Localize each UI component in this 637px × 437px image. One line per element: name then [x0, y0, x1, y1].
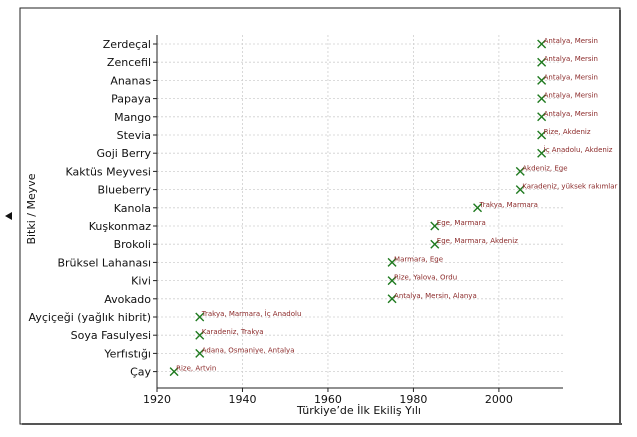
y-tick-label: Yerfıstığı — [103, 347, 151, 360]
data-point: Antalya, Mersin — [537, 55, 598, 67]
point-annotation: Antalya, Mersin — [544, 55, 598, 63]
y-tick-label: Kanola — [114, 202, 151, 215]
x-marker-stroke — [430, 239, 440, 249]
y-tick-label: Ananas — [110, 74, 151, 87]
y-tick-label: Mango — [114, 111, 151, 124]
x-marker-stroke — [515, 185, 525, 195]
x-tick-label: 1980 — [399, 393, 427, 406]
x-marker-stroke — [387, 257, 397, 267]
x-marker-stroke — [473, 203, 483, 213]
outer-border-shadow-right — [619, 10, 621, 425]
y-tick-label: Stevia — [117, 129, 151, 142]
data-point: İç Anadolu, Akdeniz — [537, 145, 613, 158]
y-tick-label: Brüksel Lahanası — [57, 256, 151, 269]
axes-layer: 1920 1940 1960 1980 2000 Zerdeçal Zencefil Anan… — [29, 35, 563, 406]
point-annotation: Antalya, Mersin, Alanya — [394, 292, 477, 300]
point-annotation: Marmara, Ege — [394, 255, 443, 263]
y-tick-label: Kivi — [131, 275, 151, 288]
data-point: Karadeniz, Trakya — [195, 328, 264, 340]
x-marker-stroke — [537, 39, 547, 49]
point-annotation: Antalya, Mersin — [544, 92, 598, 100]
x-marker-stroke — [537, 148, 547, 158]
x-marker-stroke — [537, 75, 547, 85]
x-marker-stroke — [537, 94, 547, 104]
y-tick-label: Ayçiçeği (yağlık hibrit) — [29, 311, 151, 324]
marks-layer: Antalya, Mersin Antalya, Mersin Antalya, M… — [169, 37, 618, 377]
x-tick-label: 2000 — [485, 393, 513, 406]
y-tick-label: Zerdeçal — [103, 38, 151, 51]
point-annotation: Akdeniz, Ege — [522, 164, 567, 172]
x-marker-stroke — [537, 57, 547, 67]
point-annotation: İç Anadolu, Akdeniz — [544, 145, 613, 154]
y-tick-label: Kaktüs Meyvesi — [66, 165, 151, 178]
data-point: Trakya, Marmara, İç Anadolu — [195, 309, 302, 322]
point-annotation: Antalya, Mersin — [544, 73, 598, 81]
x-marker-stroke — [537, 112, 547, 122]
point-annotation: Rize, Akdeniz — [544, 128, 591, 136]
y-tick-label: Kuşkonmaz — [89, 220, 152, 233]
y-tick-label: Soya Fasulyesi — [71, 329, 151, 342]
x-marker-stroke — [387, 276, 397, 286]
point-annotation: Ege, Marmara — [437, 219, 486, 227]
point-annotation: Antalya, Mersin — [544, 37, 598, 45]
x-marker-stroke — [169, 367, 179, 377]
data-point: Rize, Akdeniz — [537, 128, 591, 140]
data-point: Marmara, Ege — [387, 255, 443, 267]
y-tick-label: Zencefil — [107, 56, 151, 69]
data-point: Ege, Marmara, Akdeniz — [430, 237, 518, 249]
point-annotation: Trakya, Marmara — [479, 201, 538, 209]
point-annotation: Karadeniz, Trakya — [202, 328, 264, 336]
data-point: Trakya, Marmara — [473, 201, 538, 213]
left-edge-marker — [5, 212, 12, 220]
point-annotation: Rize, Yalova, Ordu — [394, 274, 457, 282]
y-tick-label: Blueberry — [98, 184, 152, 197]
x-tick-label: 1920 — [143, 393, 171, 406]
outer-border — [19, 7, 621, 425]
data-point: Antalya, Mersin — [537, 37, 598, 49]
x-marker-stroke — [195, 348, 205, 358]
data-point: Rize, Artvin — [169, 365, 216, 377]
data-point: Adana, Osmaniye, Antalya — [195, 346, 295, 358]
point-annotation: Trakya, Marmara, İç Anadolu — [201, 309, 302, 318]
x-marker-stroke — [515, 166, 525, 176]
data-point: Ege, Marmara — [430, 219, 486, 231]
y-tick-label: Avokado — [104, 293, 151, 306]
data-point: Antalya, Mersin — [537, 110, 598, 122]
x-marker-stroke — [387, 294, 397, 304]
x-marker-stroke — [537, 130, 547, 140]
point-annotation: Rize, Artvin — [176, 365, 216, 373]
y-tick-label: Goji Berry — [96, 147, 151, 160]
x-tick-label: 1940 — [228, 393, 256, 406]
data-point: Antalya, Mersin, Alanya — [387, 292, 477, 304]
x-axis-label: Türkiye’de İlk Ekiliş Yılı — [296, 404, 421, 417]
point-annotation: Karadeniz, yüksek rakımlar — [522, 183, 617, 191]
data-point: Karadeniz, yüksek rakımlar — [515, 183, 618, 195]
x-tick-label: 1960 — [314, 393, 342, 406]
data-point: Rize, Yalova, Ordu — [387, 274, 457, 286]
point-annotation: Adana, Osmaniye, Antalya — [202, 346, 295, 354]
y-tick-label: Brokoli — [114, 238, 151, 251]
point-annotation: Ege, Marmara, Akdeniz — [437, 237, 518, 245]
point-annotation: Antalya, Mersin — [544, 110, 598, 118]
y-tick-label: Papaya — [111, 93, 151, 106]
data-point: Antalya, Mersin — [537, 73, 598, 85]
data-point: Akdeniz, Ege — [515, 164, 568, 176]
y-axis-label: Bitki / Meyve — [25, 173, 38, 244]
y-tick-label: Çay — [130, 366, 151, 379]
x-marker-stroke — [195, 312, 205, 322]
outer-border-shadow — [22, 423, 622, 425]
data-point: Antalya, Mersin — [537, 92, 598, 104]
x-marker-stroke — [195, 330, 205, 340]
x-marker-stroke — [430, 221, 440, 231]
